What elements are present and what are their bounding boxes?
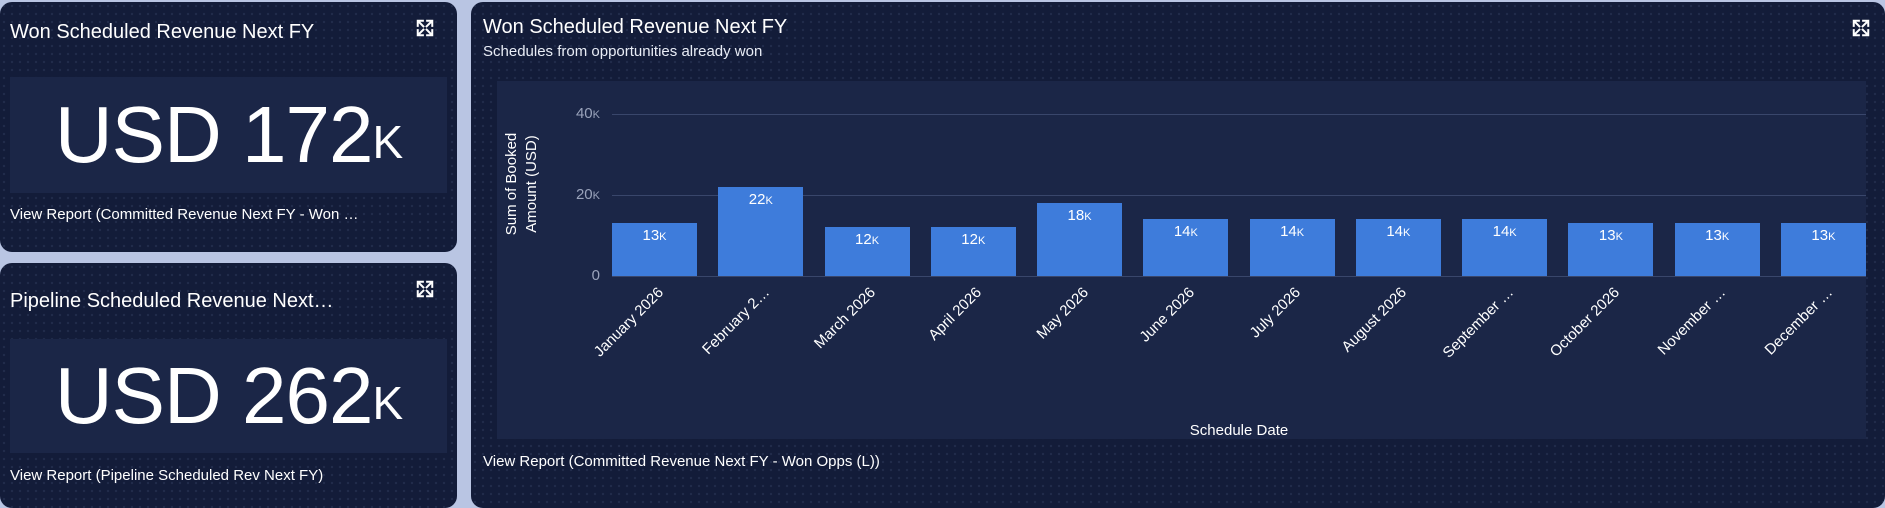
- bar-value-label: 12k: [961, 231, 986, 249]
- bar-value-label: 13k: [1811, 227, 1836, 245]
- expand-icon[interactable]: [415, 18, 435, 38]
- bar-value-label: 13k: [1598, 227, 1623, 245]
- unit-suffix: k: [1615, 227, 1623, 245]
- metric-unit: k: [372, 98, 403, 172]
- kpi-card-won-scheduled-revenue: Won Scheduled Revenue Next FY USD 172 k V…: [0, 2, 457, 252]
- unit-suffix: k: [1296, 223, 1305, 241]
- x-axis-title: Schedule Date: [1189, 422, 1289, 439]
- gridline: [612, 114, 1866, 115]
- bar-value-label: 18k: [1067, 207, 1092, 225]
- x-tick-label: September …: [1439, 284, 1517, 362]
- bar[interactable]: 22k: [718, 186, 804, 276]
- y-tick-label: 20k: [575, 186, 600, 203]
- unit-suffix: k: [871, 231, 880, 249]
- chart-subtitle: Schedules from opportunities already won: [483, 43, 763, 60]
- bar[interactable]: 14k: [1143, 219, 1229, 276]
- gridline: [612, 276, 1866, 277]
- bar-value-label: 22k: [748, 190, 773, 208]
- x-tick-label: January 2026: [590, 284, 667, 361]
- unit-suffix: k: [592, 186, 600, 203]
- bar-chart-plot-area: Sum of Booked Amount (USD) 40k 20k 0 13k 22…: [497, 81, 1866, 439]
- x-tick-label: December …: [1761, 284, 1836, 359]
- x-tick-label: August 2026: [1338, 284, 1411, 356]
- x-axis-ticks: Schedule Date January 2026 February 2… Mar…: [590, 284, 1866, 439]
- bar-value-label: 13k: [1705, 227, 1730, 245]
- bar-value-label: 14k: [1280, 223, 1305, 241]
- x-tick-label: June 2026: [1136, 284, 1198, 346]
- unit-suffix: k: [1509, 223, 1517, 241]
- bar[interactable]: 13k: [612, 223, 697, 276]
- bar[interactable]: 14k: [1462, 219, 1548, 276]
- x-tick-label: July 2026: [1246, 284, 1305, 342]
- unit-suffix: k: [765, 190, 773, 208]
- unit-suffix: k: [1403, 223, 1411, 241]
- kpi-card-pipeline-scheduled-revenue: Pipeline Scheduled Revenue Next… USD 262…: [0, 263, 457, 508]
- x-tick-label: November …: [1654, 284, 1730, 359]
- y-axis-title: Sum of Booked Amount (USD): [503, 132, 540, 236]
- expand-icon[interactable]: [415, 279, 435, 299]
- x-tick-label: May 2026: [1032, 284, 1092, 343]
- metric-value: USD 262 k: [10, 339, 447, 453]
- metric-amount: USD 262: [54, 351, 374, 440]
- bar[interactable]: 13k: [1674, 223, 1760, 276]
- x-tick-label: March 2026: [811, 284, 880, 353]
- bar[interactable]: 14k: [1355, 219, 1441, 276]
- x-tick-label: February 2…: [698, 284, 773, 358]
- bar[interactable]: 12k: [930, 227, 1016, 276]
- chart-panel-won-scheduled-revenue: Won Scheduled Revenue Next FY Schedules …: [471, 2, 1885, 508]
- bar[interactable]: 13k: [1780, 223, 1866, 276]
- y-tick-label: 0: [591, 267, 600, 284]
- expand-icon[interactable]: [1851, 18, 1871, 38]
- kpi-column: Won Scheduled Revenue Next FY USD 172 k V…: [0, 2, 457, 508]
- bar-value-label: 13k: [642, 227, 667, 245]
- view-report-link[interactable]: View Report (Committed Revenue Next FY -…: [483, 453, 880, 470]
- unit-suffix: k: [1084, 207, 1092, 225]
- unit-suffix: k: [1190, 223, 1198, 241]
- unit-suffix: k: [977, 231, 986, 249]
- unit-suffix: k: [592, 105, 600, 122]
- metric-amount: USD 172: [54, 90, 374, 179]
- x-tick-label: October 2026: [1546, 284, 1623, 361]
- unit-suffix: k: [659, 227, 667, 245]
- bar-value-label: 14k: [1386, 223, 1411, 241]
- metric-value: USD 172 k: [10, 77, 447, 193]
- bar[interactable]: 12k: [824, 227, 910, 276]
- chart-title: Won Scheduled Revenue Next FY: [483, 16, 788, 38]
- gridline: [612, 195, 1866, 196]
- bar-value-label: 14k: [1173, 223, 1198, 241]
- bar[interactable]: 18k: [1037, 203, 1123, 276]
- unit-suffix: k: [1721, 227, 1730, 245]
- bar[interactable]: 14k: [1249, 219, 1335, 276]
- bar[interactable]: 13k: [1568, 223, 1654, 276]
- card-title: Won Scheduled Revenue Next FY: [10, 21, 315, 43]
- view-report-link[interactable]: View Report (Pipeline Scheduled Rev Next…: [10, 467, 447, 484]
- unit-suffix: k: [1828, 227, 1836, 245]
- view-report-link[interactable]: View Report (Committed Revenue Next FY -…: [10, 206, 447, 223]
- metric-unit: k: [372, 359, 403, 433]
- bar-series: 13k 22k 12k 12k 18k 14k 14k 14k 14k 13k 13k 13k: [612, 81, 1866, 276]
- y-tick-label: 40k: [575, 105, 600, 122]
- card-title: Pipeline Scheduled Revenue Next…: [10, 290, 334, 312]
- x-tick-label: April 2026: [925, 284, 986, 344]
- bar-value-label: 14k: [1492, 223, 1517, 241]
- bar-value-label: 12k: [855, 231, 880, 249]
